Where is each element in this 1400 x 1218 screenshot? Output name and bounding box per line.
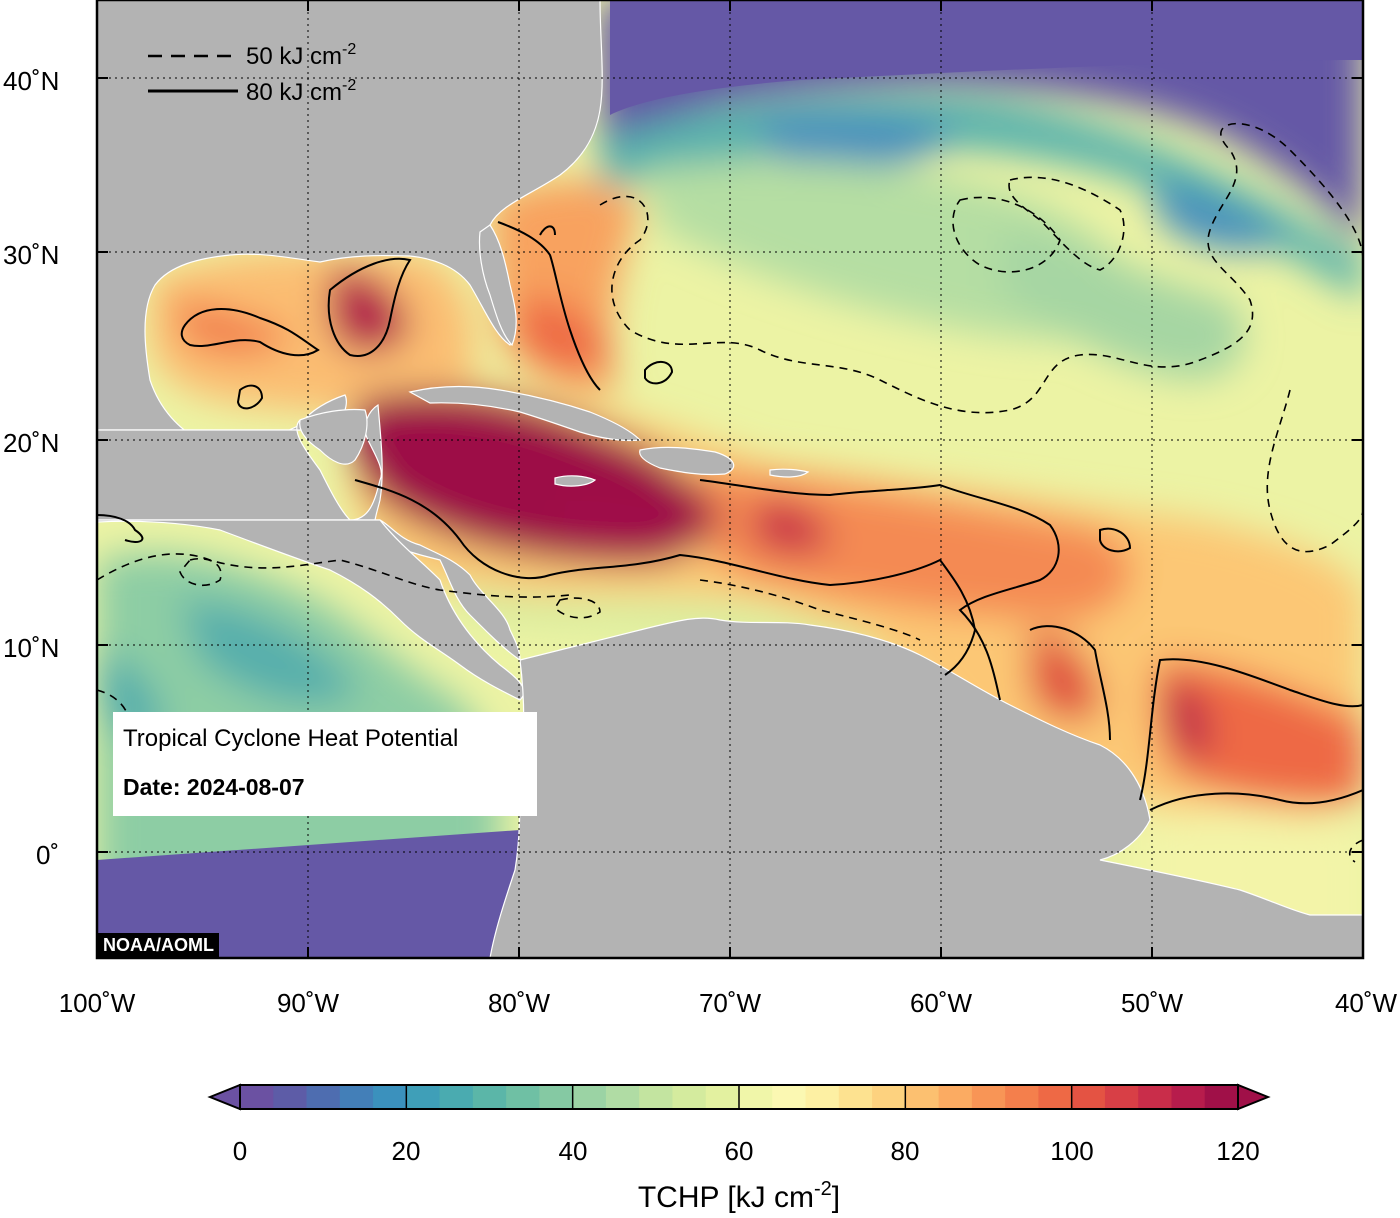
lat-label-0: 0˚ xyxy=(36,840,59,870)
colorbar-cell xyxy=(872,1085,906,1109)
colorbar-label-40: 40 xyxy=(559,1136,588,1166)
legend-solid-label: 80 kJ cm-2 xyxy=(246,77,356,106)
colorbar-cell xyxy=(805,1085,840,1109)
colorbar-cell xyxy=(971,1085,1006,1109)
colorbar-cell xyxy=(339,1085,374,1109)
colorbar-cell xyxy=(838,1085,873,1109)
colorbar-cell xyxy=(672,1085,707,1109)
lat-label-20n: 20˚N xyxy=(3,428,59,458)
colorbar-cell xyxy=(572,1085,607,1109)
lat-label-10n: 10˚N xyxy=(3,633,59,663)
colorbar-cell xyxy=(240,1085,274,1109)
colorbar-cell xyxy=(1138,1085,1173,1109)
colorbar-cell xyxy=(506,1085,540,1109)
credit-badge: NOAA/AOML xyxy=(98,933,219,957)
colorbar-cell xyxy=(306,1085,341,1109)
colorbar-cell xyxy=(938,1085,973,1109)
colorbar-cells xyxy=(240,1085,1239,1109)
colorbar-cell xyxy=(772,1085,807,1109)
north-cold-water xyxy=(610,0,1363,115)
colorbar-cell xyxy=(705,1085,740,1109)
colorbar-cell xyxy=(1204,1085,1239,1109)
colorbar-cell xyxy=(639,1085,674,1109)
figure-date: Date: 2024-08-07 xyxy=(123,774,305,800)
colorbar-cell xyxy=(1005,1085,1039,1109)
land xyxy=(97,0,1363,958)
colorbar-cell xyxy=(905,1085,940,1109)
colorbar-cell xyxy=(539,1085,574,1109)
colorbar-min-arrow xyxy=(207,1083,241,1111)
lon-label-100w: 100˚W xyxy=(59,988,136,1018)
colorbar-cell xyxy=(439,1085,474,1109)
colorbar-cell xyxy=(605,1085,640,1109)
colorbar-label-100: 100 xyxy=(1050,1136,1093,1166)
lat-label-40n: 40˚N xyxy=(3,66,59,96)
colorbar-cell xyxy=(1038,1085,1073,1109)
colorbar-cell xyxy=(406,1085,441,1109)
map-panel xyxy=(97,0,1363,958)
lat-label-30n: 30˚N xyxy=(3,240,59,270)
colorbar: 0 20 40 60 80 100 120 TCHP [kJ cm-2] xyxy=(207,1083,1271,1214)
contour-80 xyxy=(97,221,1363,811)
lon-label-50w: 50˚W xyxy=(1121,988,1184,1018)
colorbar-label-20: 20 xyxy=(392,1136,421,1166)
lon-label-60w: 60˚W xyxy=(910,988,973,1018)
figure-title: Tropical Cyclone Heat Potential xyxy=(123,725,459,752)
colorbar-cell xyxy=(1171,1085,1206,1109)
colorbar-label-120: 120 xyxy=(1216,1136,1259,1166)
colorbar-label-60: 60 xyxy=(725,1136,754,1166)
colorbar-max-arrow xyxy=(1237,1083,1271,1111)
lon-label-90w: 90˚W xyxy=(277,988,340,1018)
colorbar-title: TCHP [kJ cm-2] xyxy=(638,1178,840,1214)
colorbar-cell xyxy=(739,1085,773,1109)
colorbar-cell xyxy=(1071,1085,1106,1109)
map-ticks xyxy=(97,0,1363,958)
colorbar-cell xyxy=(472,1085,507,1109)
lon-label-40w: 40˚W xyxy=(1335,988,1398,1018)
colorbar-ticks xyxy=(405,1085,1073,1109)
contour-legend: 50 kJ cm-2 80 kJ cm-2 xyxy=(148,41,356,106)
colorbar-cell xyxy=(273,1085,308,1109)
colorbar-label-0: 0 xyxy=(233,1136,247,1166)
lon-label-70w: 70˚W xyxy=(699,988,762,1018)
colorbar-label-80: 80 xyxy=(891,1136,920,1166)
colorbar-cell xyxy=(373,1085,407,1109)
legend-dashed-label: 50 kJ cm-2 xyxy=(246,41,356,70)
info-box: Tropical Cyclone Heat Potential Date: 20… xyxy=(113,712,537,816)
colorbar-cell xyxy=(1104,1085,1139,1109)
lon-label-80w: 80˚W xyxy=(488,988,551,1018)
